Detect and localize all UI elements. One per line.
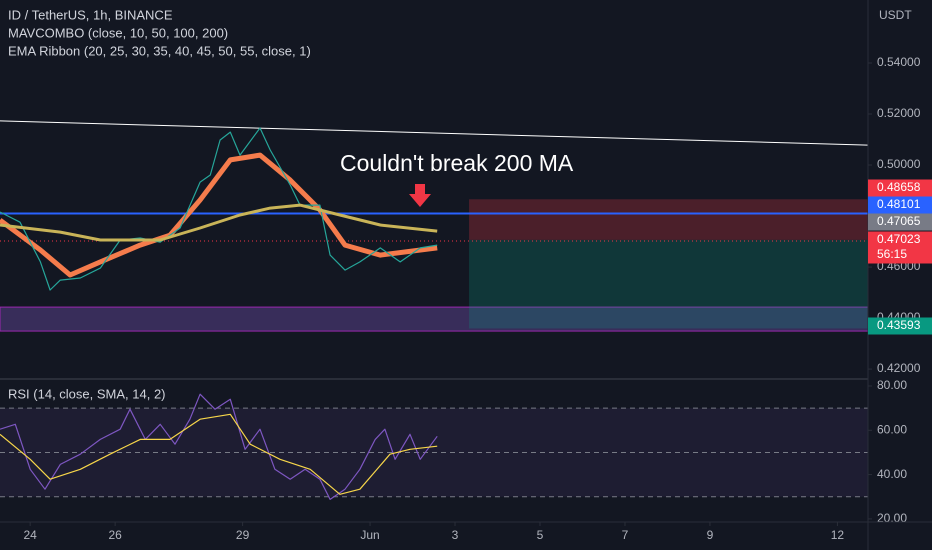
indicator-label: MAVCOMBO (close, 10, 50, 100, 200) xyxy=(8,25,228,40)
x-tick-label: 24 xyxy=(23,528,37,542)
indicator-label: EMA Ribbon (20, 25, 30, 35, 40, 45, 50, … xyxy=(8,43,311,58)
price-tag-label: 0.43593 xyxy=(877,318,921,332)
price-tag-label: 0.47023 xyxy=(877,232,921,246)
y-tick-label: 0.50000 xyxy=(877,157,921,171)
price-tag xyxy=(868,231,932,264)
annotation: Couldn't break 200 MA xyxy=(340,150,574,176)
currency-label: USDT xyxy=(879,8,912,22)
series-line xyxy=(0,203,438,242)
series-line xyxy=(0,152,438,278)
y-tick-label: 0.42000 xyxy=(877,361,921,375)
rsi-title: RSI (14, close, SMA, 14, 2) xyxy=(8,386,166,401)
price-tag xyxy=(868,317,932,335)
series-line xyxy=(0,413,438,495)
stop-area xyxy=(469,199,868,240)
arrow-down xyxy=(409,184,431,207)
target-area xyxy=(469,239,868,329)
price-tag-label: 0.47065 xyxy=(877,214,921,228)
x-tick-label: Jun xyxy=(360,528,379,542)
y-tick-label: 60.00 xyxy=(877,422,907,436)
y-tick-label: 80.00 xyxy=(877,378,907,392)
series-line xyxy=(0,120,869,146)
series-line xyxy=(0,127,438,291)
x-tick-label: 29 xyxy=(236,528,250,542)
plot-layer: 0.420000.440000.460000.480000.500000.520… xyxy=(0,55,921,542)
price-tag-label: 0.48101 xyxy=(877,197,921,211)
x-tick-label: 7 xyxy=(622,528,629,542)
price-tag-label: 0.48658 xyxy=(877,180,921,194)
x-tick-label: 12 xyxy=(831,528,845,542)
x-tick-label: 3 xyxy=(452,528,459,542)
price-tag xyxy=(868,196,932,214)
x-tick-label: 9 xyxy=(707,528,714,542)
price-tag xyxy=(868,179,932,197)
countdown-label: 56:15 xyxy=(877,247,907,261)
y-tick-label: 20.00 xyxy=(877,511,907,525)
series-line xyxy=(0,393,438,500)
x-tick-label: 26 xyxy=(108,528,122,542)
x-tick-label: 5 xyxy=(537,528,544,542)
price-tag xyxy=(868,213,932,231)
symbol-title: ID / TetherUS, 1h, BINANCE xyxy=(8,7,173,22)
y-tick-label: 0.52000 xyxy=(877,106,921,120)
y-tick-label: 40.00 xyxy=(877,467,907,481)
y-tick-label: 0.54000 xyxy=(877,55,921,69)
